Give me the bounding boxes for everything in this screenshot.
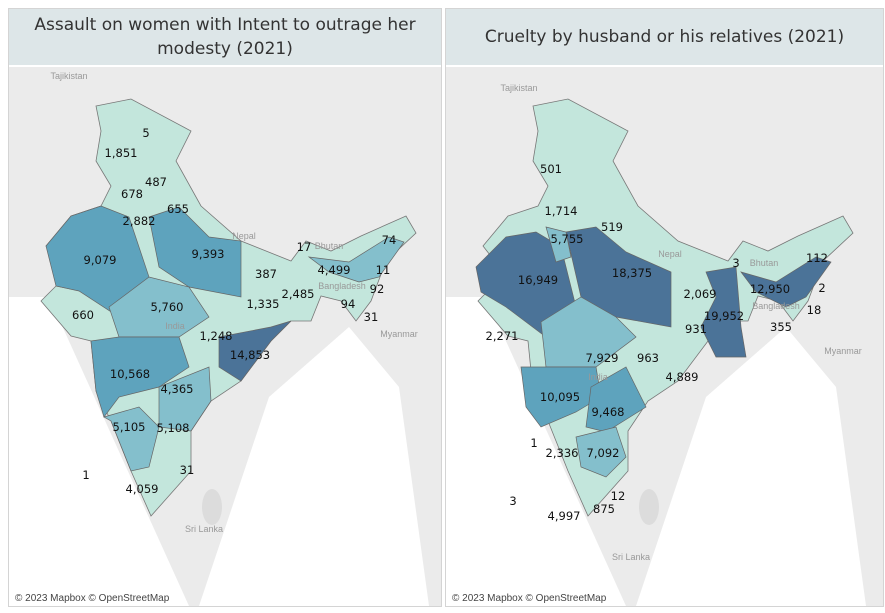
basemap-label: Bhutan [315, 241, 344, 251]
panel-title: Assault on women with Intent to outrage … [9, 9, 441, 65]
map-canvas[interactable]: Tajikistan Nepal Bhutan Bangladesh Myanmar Sr… [446, 67, 883, 606]
state-value-label: 7,092 [587, 446, 620, 460]
panel-title: Cruelty by husband or his relatives (202… [446, 9, 883, 65]
state-value-label: 519 [601, 220, 623, 234]
state-value-label: 10,568 [110, 367, 150, 381]
state-value-label: 9,468 [592, 405, 625, 419]
state-value-label: 9,079 [84, 253, 117, 267]
state-value-label: 19,952 [704, 309, 744, 323]
state-value-label: 18,375 [612, 266, 652, 280]
state-value-label: 18 [807, 303, 822, 317]
sea [446, 297, 866, 606]
state-value-label: 5,755 [551, 232, 584, 246]
map-panel-cruelty: Cruelty by husband or his relatives (202… [445, 8, 884, 607]
state-value-label: 2,336 [546, 446, 579, 460]
map-panel-assault: Assault on women with Intent to outrage … [8, 8, 442, 607]
state-value-label: 1,335 [247, 297, 280, 311]
basemap-label: Bangladesh [752, 301, 800, 311]
state-value-label: 16,949 [518, 273, 558, 287]
state-region[interactable] [307, 236, 405, 283]
state-region[interactable] [585, 366, 647, 433]
state-value-label: 1,248 [200, 329, 233, 343]
basemap-label: Tajikistan [50, 71, 87, 81]
state-region[interactable] [103, 406, 160, 472]
state-value-label: 11 [376, 263, 391, 277]
state-value-label: 31 [364, 310, 379, 324]
state-value-label: 660 [72, 308, 94, 322]
state-region[interactable] [740, 256, 832, 308]
state-value-label: 5,105 [113, 420, 146, 434]
state-value-label: 355 [770, 320, 792, 334]
state-value-label: 94 [341, 297, 356, 311]
state-value-label: 2 [818, 281, 825, 295]
state-region[interactable] [158, 366, 212, 432]
map-attribution[interactable]: © 2023 Mapbox © OpenStreetMap [450, 593, 609, 604]
state-value-label: 10,095 [540, 390, 580, 404]
basemap-label: Tajikistan [500, 83, 537, 93]
state-value-label: 387 [255, 267, 277, 281]
state-value-label: 31 [180, 463, 195, 477]
state-value-label: 963 [637, 351, 659, 365]
basemap-label: India [165, 321, 185, 331]
state-value-label: 501 [540, 162, 562, 176]
state-value-label: 92 [370, 282, 385, 296]
basemap-label: Bangladesh [318, 281, 366, 291]
sri-lanka-shape [639, 489, 659, 525]
state-value-label: 17 [297, 240, 312, 254]
state-region[interactable] [545, 226, 572, 263]
state-value-label: 1 [82, 468, 89, 482]
state-value-label: 678 [121, 187, 143, 201]
state-region[interactable] [575, 426, 627, 478]
state-value-label: 1,714 [545, 204, 578, 218]
state-value-label: 5,760 [151, 300, 184, 314]
state-value-label: 487 [145, 175, 167, 189]
state-value-label: 4,889 [666, 370, 699, 384]
choropleth-map[interactable]: Tajikistan Nepal Bhutan Bangladesh Myanmar Sr… [446, 67, 883, 606]
map-canvas[interactable]: Tajikistan Nepal Bhutan Bangladesh Myanmar Sr… [9, 67, 441, 606]
state-region[interactable] [700, 266, 747, 358]
state-value-label: 931 [685, 322, 707, 336]
state-value-label: 2,882 [123, 214, 156, 228]
state-value-label: 2,485 [282, 287, 315, 301]
sea [9, 297, 429, 606]
state-value-label: 4,365 [161, 382, 194, 396]
state-value-label: 5 [142, 126, 149, 140]
state-value-label: 7,929 [586, 351, 619, 365]
basemap-label: Myanmar [380, 329, 418, 339]
state-value-label: 3 [732, 256, 739, 270]
state-region[interactable] [218, 320, 292, 382]
basemap-label: Myanmar [824, 346, 862, 356]
state-value-label: 1,851 [105, 146, 138, 160]
state-value-label: 4,997 [548, 509, 581, 523]
state-value-label: 655 [167, 202, 189, 216]
basemap-label: Nepal [658, 249, 682, 259]
state-value-label: 4,499 [318, 263, 351, 277]
basemap-label: Sri Lanka [612, 552, 650, 562]
basemap-label: India [588, 372, 608, 382]
state-value-label: 74 [382, 233, 397, 247]
sri-lanka-shape [202, 489, 222, 525]
state-value-label: 4,059 [126, 482, 159, 496]
state-value-label: 2,271 [486, 329, 519, 343]
state-region[interactable] [148, 206, 242, 298]
state-value-label: 112 [806, 251, 828, 265]
map-attribution[interactable]: © 2023 Mapbox © OpenStreetMap [13, 593, 172, 604]
state-value-label: 3 [509, 494, 516, 508]
state-value-label: 875 [593, 502, 615, 516]
state-value-label: 12 [611, 489, 626, 503]
state-value-label: 14,853 [230, 348, 270, 362]
basemap-label: Sri Lanka [185, 524, 223, 534]
state-value-label: 9,393 [192, 247, 225, 261]
basemap-label: Bhutan [750, 258, 779, 268]
basemap-label: Nepal [232, 231, 256, 241]
choropleth-map[interactable]: Tajikistan Nepal Bhutan Bangladesh Myanmar Sr… [9, 67, 441, 606]
state-value-label: 5,108 [157, 421, 190, 435]
state-value-label: 1 [530, 436, 537, 450]
state-value-label: 2,069 [684, 287, 717, 301]
state-value-label: 12,950 [750, 282, 790, 296]
